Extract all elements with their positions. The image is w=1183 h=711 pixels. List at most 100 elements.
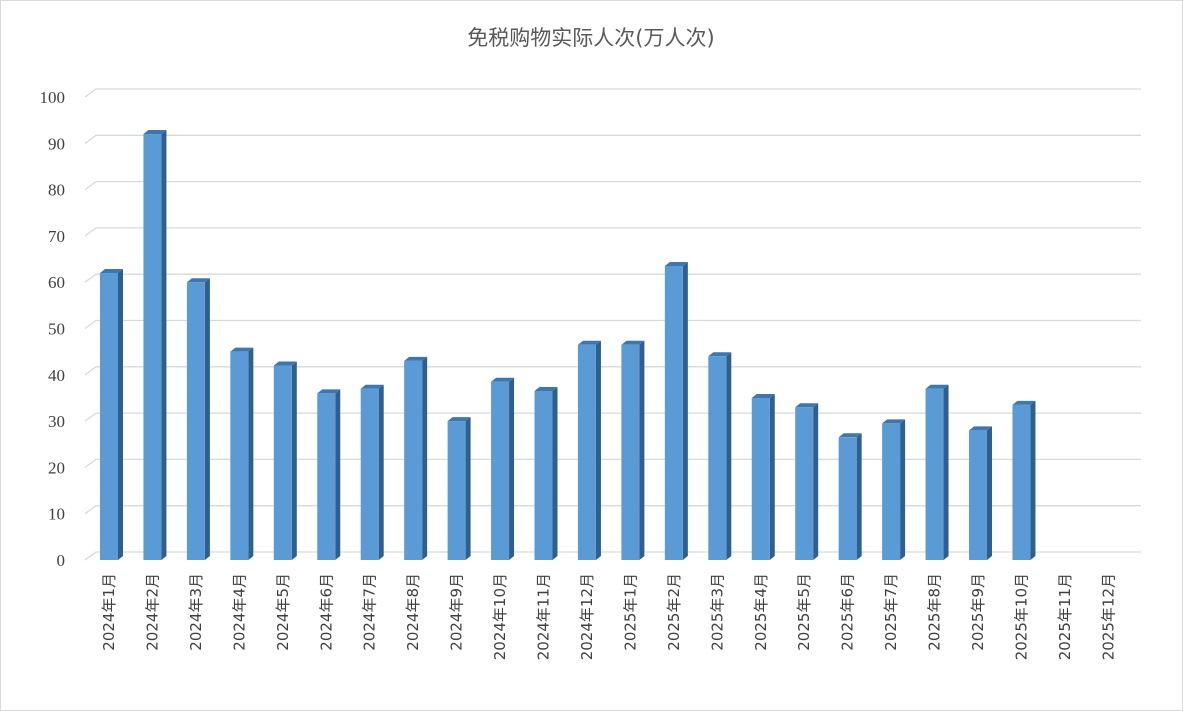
x-tick-label: 2025年9月 [969,573,987,651]
bar-front [534,391,553,560]
y-tick-label: 90 [48,134,65,153]
bar [491,377,515,560]
bar [534,387,558,560]
bar-front [491,381,510,560]
y-axis-tick-labels: 0 10 20 30 40 50 60 70 80 90 100 [40,88,66,570]
bar-side [552,387,558,560]
gridline-100 [84,88,1141,98]
bar-front [708,356,727,560]
y-tick-label: 20 [48,458,65,477]
bar-front [447,421,466,560]
bar-top [230,347,254,352]
x-axis-category-labels: 2024年1月 2024年2月 2024年3月 2024年4月 2024年5月 2024年… [100,573,1117,660]
bar-front [100,272,118,560]
bar-side [465,417,471,560]
bar-side [900,419,906,560]
gridline-60 [84,273,1141,283]
bar-top [838,433,862,438]
bar-side [987,426,992,560]
bar [317,389,341,560]
bar-front [1012,404,1031,560]
x-tick-label: 2024年10月 [491,573,509,660]
bar-front [664,265,683,560]
gridlines [84,88,1141,561]
bar-top [360,384,384,389]
bar-front [795,407,814,560]
x-tick-label: 2025年2月 [665,573,683,651]
bar-top [1012,400,1036,405]
bar-front [143,134,162,561]
y-tick-label: 80 [48,181,65,200]
bar [143,130,167,561]
x-tick-label: 2025年4月 [752,573,770,651]
bar [708,352,732,560]
y-tick-label: 40 [48,366,65,385]
bar-side [726,352,732,560]
bar-side [943,384,949,560]
bar [100,268,123,560]
bar-top [882,419,906,424]
bar-top [795,403,819,408]
bar [969,426,992,560]
bar-top [447,417,471,422]
x-tick-label: 2025年3月 [708,573,726,651]
bar-side [422,356,428,560]
bar-front [969,430,987,560]
x-tick-label: 2024年9月 [448,573,466,651]
y-tick-label: 30 [48,412,65,431]
bar [447,417,471,560]
bar-side [769,393,775,560]
gridline-50 [84,319,1141,330]
bar-front [838,437,857,560]
gridline-0 [84,551,1141,561]
x-tick-label: 2025年12月 [1099,573,1117,660]
chart-title: 免税购物实际人次(万人次) [467,26,714,50]
bar-front [577,344,596,560]
x-tick-label: 2024年7月 [361,573,379,651]
bar-front [882,423,901,560]
bar-side [118,268,123,560]
bar-side [639,340,645,560]
gridline-10 [84,505,1141,515]
y-tick-label: 50 [48,320,65,339]
bar-front [925,388,944,560]
bar-side [813,403,819,560]
bar-front [751,397,770,560]
bar [360,384,384,560]
y-tick-label: 0 [57,551,66,570]
gridline-30 [84,412,1141,422]
bar [838,433,862,560]
bar [186,278,210,560]
gridline-20 [84,458,1141,468]
bar [751,393,775,560]
bar-top [317,389,341,394]
x-tick-label: 2025年11月 [1056,573,1074,660]
bar-top [186,278,210,283]
x-tick-label: 2025年10月 [1012,573,1030,660]
x-tick-label: 2024年2月 [143,573,161,651]
x-tick-label: 2025年8月 [926,573,944,651]
bar-side [378,384,384,560]
x-tick-label: 2024年6月 [317,573,335,651]
bar-top [404,356,428,361]
bar [664,261,688,560]
bar-front [230,351,249,560]
gridline-70 [84,227,1141,237]
x-tick-label: 2024年8月 [404,573,422,651]
y-tick-label: 70 [48,227,65,246]
bars [100,130,1036,561]
bar-top [534,387,558,392]
bar-top [273,361,297,366]
bar-front [186,282,205,560]
gridline-90 [84,134,1141,144]
bar-side [595,340,601,560]
bar-top [925,384,949,389]
bar [925,384,949,560]
bar-side [161,130,167,561]
x-tick-label: 2024年12月 [578,573,596,660]
bar-side [1030,400,1036,560]
bar [230,347,254,560]
bar-side [682,261,688,560]
bar-front [621,344,640,560]
